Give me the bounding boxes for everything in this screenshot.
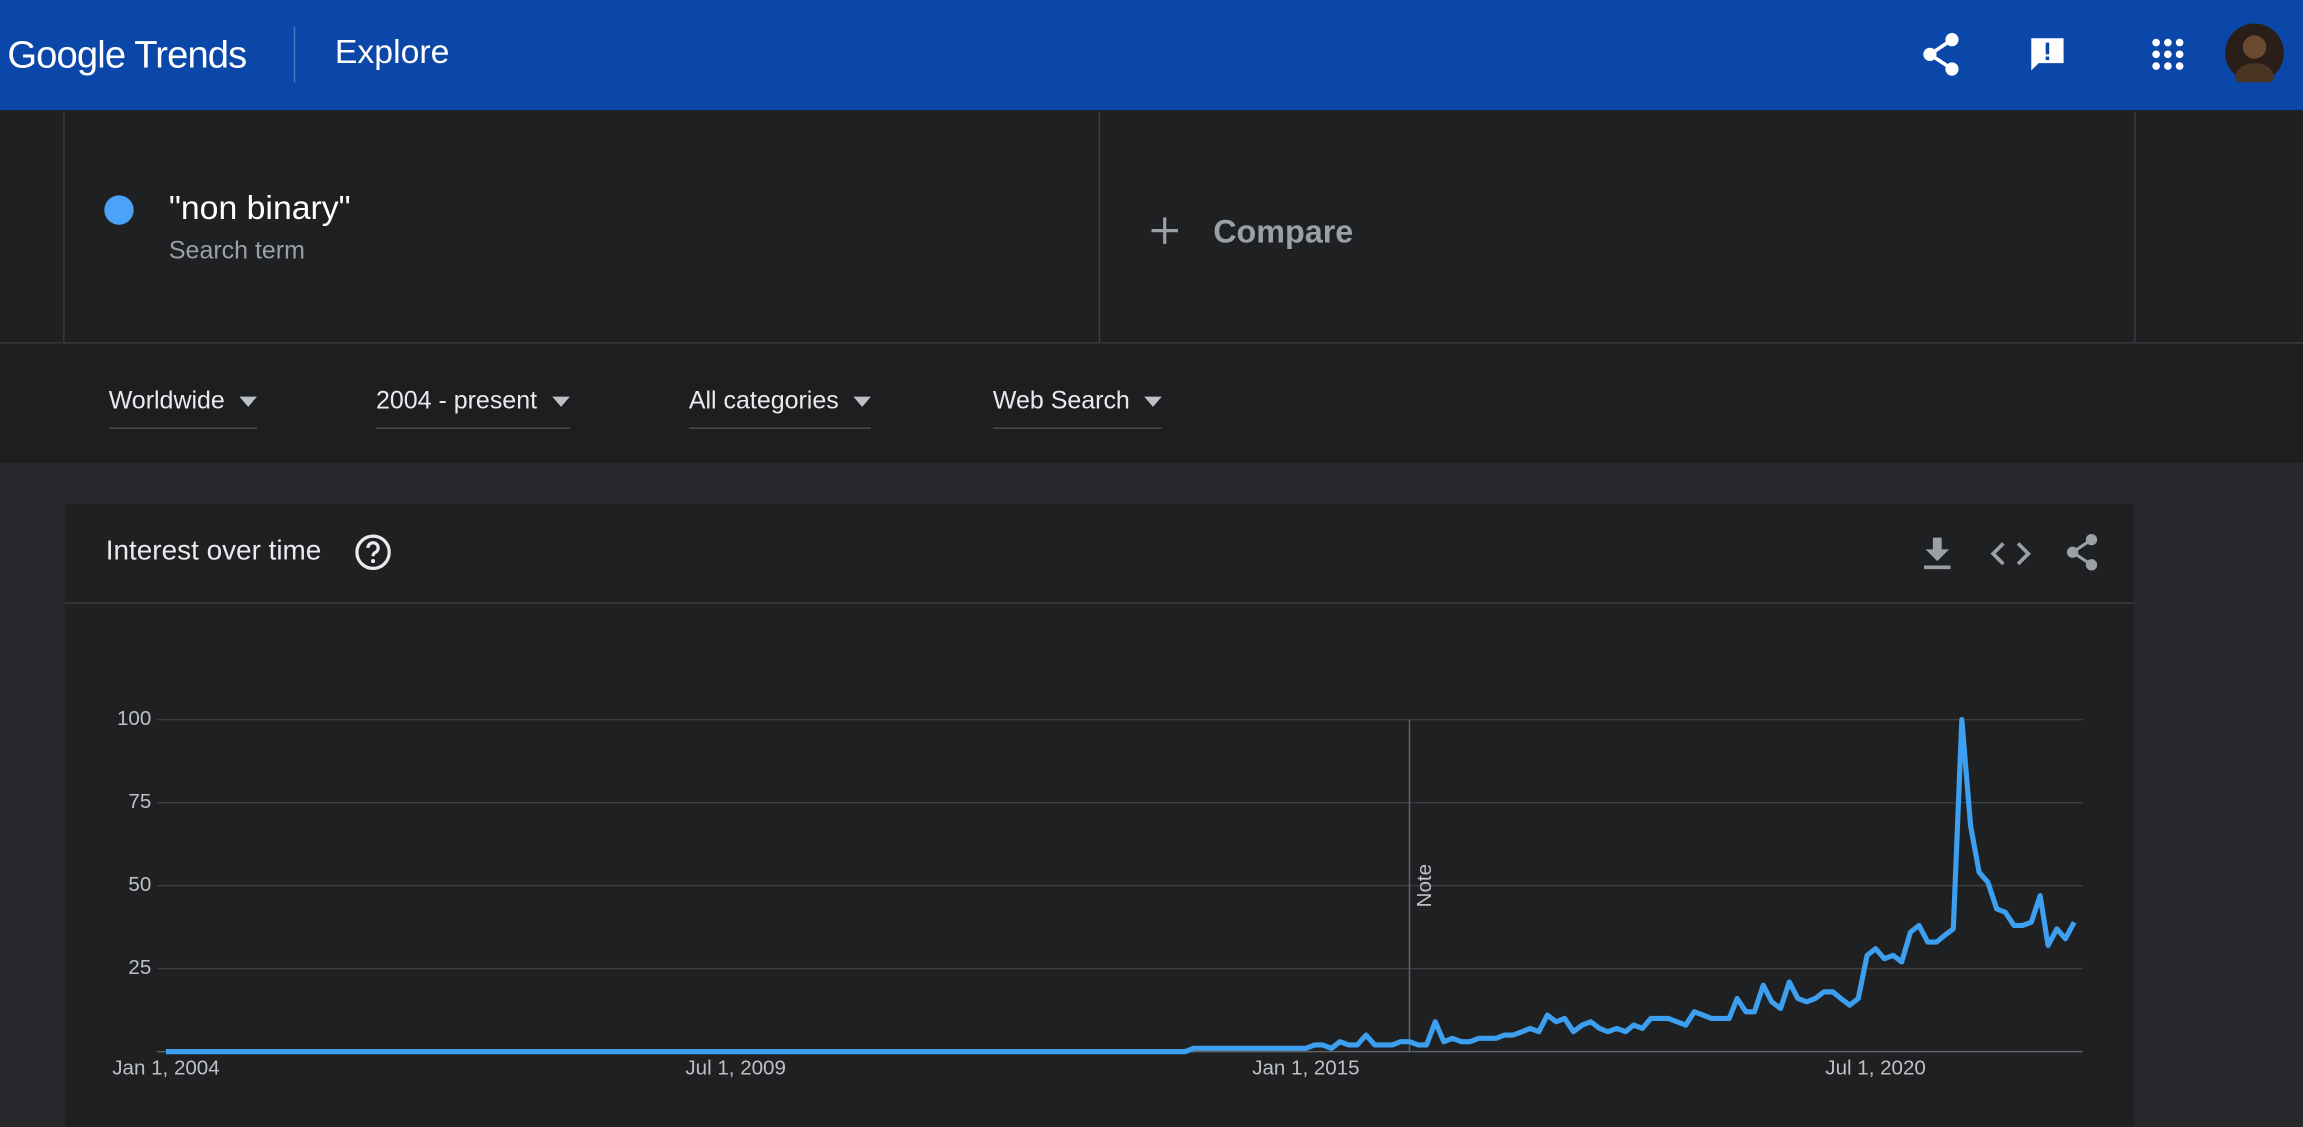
top-bar: [0, 0, 2303, 111]
avatar[interactable]: [2225, 23, 2284, 83]
share-icon[interactable]: [1921, 32, 1962, 76]
plus-icon[interactable]: [1150, 216, 1179, 245]
filter-dropdown[interactable]: 2004 - present: [376, 386, 570, 429]
card-title: Interest over time: [105, 536, 322, 567]
caret: [853, 396, 872, 407]
search-term-type: Search term: [168, 236, 305, 265]
filter-dropdown[interactable]: All categories: [688, 386, 872, 429]
y-tick-label: 50: [128, 873, 151, 896]
share-icon[interactable]: [2065, 533, 2100, 571]
annotation-label: Note: [1413, 864, 1436, 907]
page-title: Explore: [334, 32, 450, 71]
search-term[interactable]: "non binary": [168, 188, 351, 227]
compare-button[interactable]: Compare: [1213, 212, 1354, 250]
divider: [63, 111, 65, 343]
divider: [1098, 111, 1101, 343]
filter-label: All categories: [688, 386, 839, 415]
embed-icon[interactable]: [1990, 539, 2031, 568]
series-dot: [104, 195, 134, 225]
caret: [1144, 396, 1163, 407]
caret: [551, 396, 570, 407]
filter-dropdown[interactable]: Worldwide: [108, 386, 258, 429]
help-icon[interactable]: [354, 533, 392, 571]
caret: [239, 396, 258, 407]
card-divider: [64, 602, 2135, 604]
filter-label: Worldwide: [108, 386, 225, 415]
card: [64, 503, 2135, 1127]
x-tick-label: Jan 1, 2015: [1252, 1057, 1359, 1080]
apps-icon[interactable]: [2152, 38, 2184, 70]
feedback-icon[interactable]: [2028, 35, 2066, 73]
logo[interactable]: Google Trends: [7, 32, 247, 77]
x-tick-label: Jan 1, 2004: [112, 1057, 219, 1080]
filter-label: Web Search: [992, 386, 1130, 415]
y-tick-label: 25: [128, 956, 151, 979]
x-tick-label: Jul 1, 2020: [1825, 1057, 1926, 1080]
x-tick-label: Jul 1, 2009: [685, 1057, 786, 1080]
filter-dropdown[interactable]: Web Search: [992, 386, 1163, 429]
separator: [293, 26, 296, 83]
filter-label: 2004 - present: [376, 386, 538, 415]
y-tick-label: 75: [128, 790, 151, 813]
series-line: [165, 717, 2077, 1055]
download-icon[interactable]: [1921, 536, 1953, 571]
divider: [2134, 111, 2136, 343]
search-panel: [0, 111, 2303, 344]
y-tick-label: 100: [117, 707, 151, 730]
